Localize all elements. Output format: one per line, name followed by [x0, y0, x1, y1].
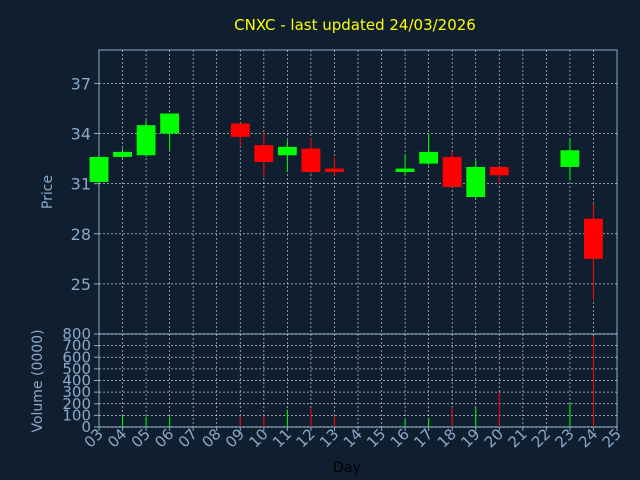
candle-body [254, 145, 274, 162]
x-tick-label: 17 [410, 425, 436, 451]
volume-tick-label: 500 [62, 360, 91, 378]
x-tick-label: 06 [151, 425, 177, 451]
price-axis-label: Price [40, 175, 56, 209]
x-tick-label: 14 [340, 425, 366, 451]
x-tick-label: 09 [222, 425, 248, 451]
candle-body [136, 125, 156, 156]
volume-tick-label: 800 [62, 325, 91, 343]
volume-panel: 8007006005004003002001000030405060708091… [62, 325, 624, 451]
volume-tick-label: 200 [62, 395, 91, 413]
x-tick-label: 16 [387, 425, 413, 451]
x-tick-label: 12 [293, 425, 319, 451]
chart-title: CNXC - last updated 24/03/2026 [234, 16, 476, 34]
volume-axis-label: Volume (0000) [30, 329, 46, 432]
x-tick-label: 04 [104, 425, 130, 451]
volume-tick-label: 0 [81, 418, 91, 436]
candle-body [160, 113, 180, 134]
candle-body [419, 151, 439, 164]
volume-tick-label: 300 [62, 383, 91, 401]
x-tick-label: 07 [175, 425, 201, 451]
candle-body [584, 218, 603, 259]
x-tick-label: 15 [363, 425, 389, 451]
x-tick-label: 20 [481, 425, 507, 451]
x-tick-label: 11 [269, 425, 295, 451]
candle-body [442, 156, 462, 187]
price-tick-label: 25 [71, 275, 91, 294]
x-tick-label: 18 [434, 425, 460, 451]
x-tick-label: 24 [575, 425, 601, 451]
x-tick-label: 21 [504, 425, 530, 451]
candle-body [489, 166, 509, 176]
candle-body [113, 151, 132, 157]
candle-body [560, 150, 580, 167]
candle-body [277, 146, 297, 156]
price-tick-label: 34 [71, 125, 91, 144]
volume-tick-label: 700 [62, 337, 91, 355]
price-tick-label: 28 [71, 225, 91, 244]
x-tick-label: 13 [316, 425, 342, 451]
candle-body [466, 166, 486, 198]
x-tick-label: 10 [245, 425, 271, 451]
candle-body [395, 168, 415, 172]
volume-tick-label: 600 [62, 348, 91, 366]
candle-body [325, 168, 344, 172]
price-panel: 37 34 31 28 25 [71, 49, 618, 335]
volume-tick-label: 100 [62, 406, 91, 424]
price-tick-label: 37 [71, 74, 91, 93]
x-tick-label: 08 [198, 425, 224, 451]
x-tick-label: 22 [528, 425, 554, 451]
candle-body [89, 156, 109, 182]
price-tick-label: 31 [71, 175, 91, 194]
x-tick-label: 23 [552, 425, 578, 451]
x-tick-label: 25 [599, 425, 625, 451]
candle-body [230, 123, 250, 137]
volume-tick-label: 400 [62, 372, 91, 390]
x-axis-label: Day [333, 460, 361, 476]
x-tick-label: 19 [457, 425, 483, 451]
x-tick-label: 05 [128, 425, 154, 451]
candle-body [301, 148, 321, 172]
